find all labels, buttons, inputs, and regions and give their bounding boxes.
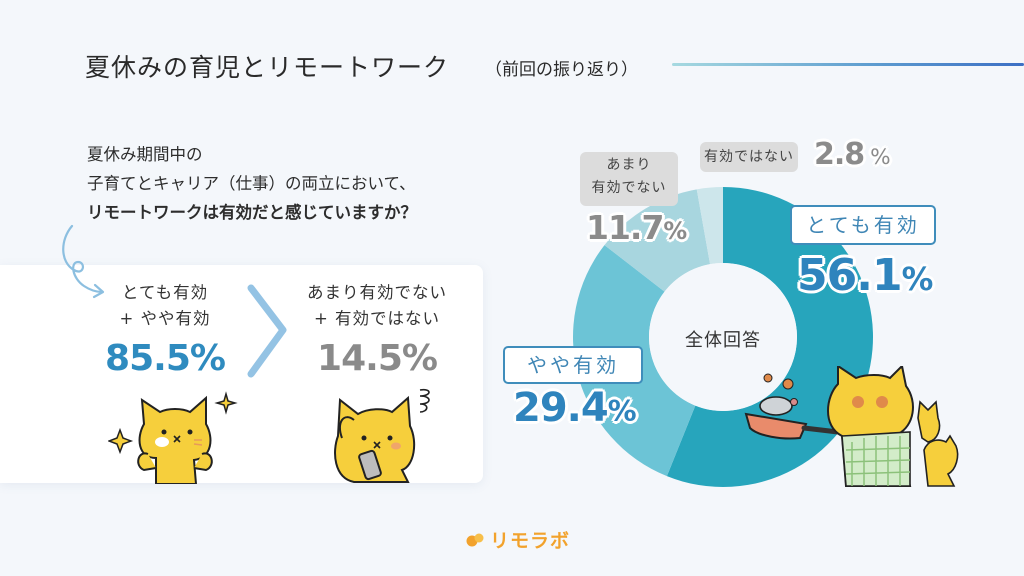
question-line-1: 夏休み期間中の (87, 145, 203, 164)
cooking-cat-illustration (744, 366, 959, 487)
label-not-effective-tag: 有効ではない (700, 142, 798, 172)
rimolabo-logo: リモラボ (466, 526, 570, 553)
donut-center-label: 全体回答 (685, 330, 761, 351)
logo-dots-icon (466, 533, 484, 546)
greater-than-chevron-icon (247, 284, 287, 378)
happy-cat-illustration (108, 391, 238, 484)
label-somewhat-effective-value: 29.4% (513, 385, 637, 431)
page-subtitle: （前回の振り返り） (485, 60, 638, 80)
question-line-3: リモートワークは有効だと感じていますか？ (87, 203, 417, 222)
question-line-2: 子育てとキャリア（仕事）の両立において、 (87, 174, 416, 193)
label-very-effective-value: 56.1% (797, 250, 933, 301)
positive-value: 85.5% (105, 338, 226, 379)
label-not-effective-value: 2.8% (814, 137, 891, 172)
summary-positive: とても有効 + やや有効 85.5% (100, 280, 230, 380)
page-title: 夏休みの育児とリモートワーク (85, 53, 450, 82)
summary-negative: あまり有効でない + 有効ではない 14.5% (292, 280, 462, 380)
donut-segment (604, 189, 711, 292)
negative-label-2: + 有効ではない (313, 309, 441, 328)
label-not-really-tag: あまり 有効でない (580, 152, 678, 206)
donut-segment (696, 187, 723, 265)
negative-label-1: あまり有効でない (307, 283, 447, 302)
label-not-really-value: 11.7% (586, 208, 687, 247)
confused-cat-illustration (334, 388, 430, 483)
donut-segment (666, 187, 873, 487)
donut-hole (649, 263, 797, 411)
survey-question: 夏休み期間中の 子育てとキャリア（仕事）の両立において、 リモートワークは有効だ… (87, 140, 417, 227)
title-underline (672, 63, 1024, 66)
negative-value: 14.5% (317, 338, 438, 379)
positive-label-2: + やや有効 (119, 309, 211, 328)
logo-text: リモラボ (490, 530, 571, 552)
label-very-effective-tag: とても有効 (790, 205, 936, 245)
label-somewhat-effective-tag: やや有効 (503, 346, 643, 384)
swirl-arrow-icon (62, 224, 105, 299)
positive-label-1: とても有効 (121, 283, 209, 302)
